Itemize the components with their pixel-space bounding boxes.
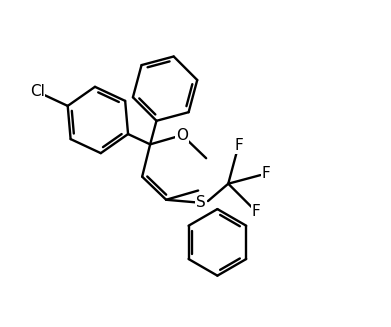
Text: F: F [252,204,260,219]
Text: S: S [196,195,206,210]
Text: F: F [234,138,243,153]
Text: F: F [262,166,271,181]
Text: O: O [176,128,188,143]
Text: Cl: Cl [30,84,45,99]
